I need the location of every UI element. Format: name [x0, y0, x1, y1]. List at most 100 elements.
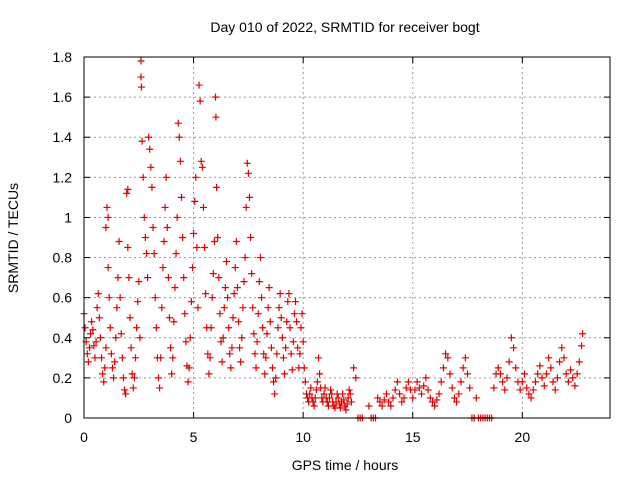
data-point	[236, 344, 244, 352]
data-point	[89, 326, 97, 334]
data-point	[212, 113, 220, 121]
data-point	[190, 229, 198, 237]
data-point	[374, 394, 382, 402]
data-point	[163, 223, 171, 231]
data-point	[567, 366, 575, 374]
data-point	[145, 133, 153, 141]
data-point	[88, 318, 96, 326]
data-point	[116, 294, 124, 302]
data-point	[448, 384, 456, 392]
y-tick-label: 0.8	[53, 250, 73, 266]
data-point	[123, 189, 131, 197]
data-point	[99, 370, 107, 378]
data-point	[255, 278, 263, 286]
data-point	[296, 350, 304, 358]
data-point	[496, 370, 504, 378]
data-point	[298, 310, 306, 318]
data-point	[437, 378, 445, 386]
data-point	[472, 394, 480, 402]
data-point	[240, 278, 248, 286]
data-point	[241, 254, 249, 262]
data-point	[198, 163, 206, 171]
data-point	[259, 324, 267, 332]
data-point	[282, 344, 290, 352]
data-point	[243, 159, 251, 167]
data-point	[378, 402, 386, 410]
data-point	[201, 244, 209, 252]
data-point	[376, 398, 384, 406]
data-point	[129, 384, 137, 392]
data-point	[184, 378, 192, 386]
data-point	[347, 398, 355, 406]
data-point	[542, 370, 550, 378]
data-point	[534, 370, 542, 378]
data-point	[151, 294, 159, 302]
data-point	[306, 390, 314, 398]
data-point	[312, 386, 320, 394]
data-point	[156, 384, 164, 392]
data-point	[334, 394, 342, 402]
data-point	[420, 382, 428, 390]
data-point	[251, 350, 259, 358]
data-point	[128, 370, 136, 378]
data-point	[264, 304, 272, 312]
data-point	[536, 362, 544, 370]
data-point	[549, 378, 557, 386]
data-point	[558, 344, 566, 352]
data-point	[247, 234, 255, 241]
data-point	[85, 344, 93, 352]
data-point	[113, 304, 121, 312]
data-point	[288, 366, 296, 374]
data-point	[222, 258, 230, 266]
data-point	[199, 203, 207, 211]
data-point	[104, 264, 112, 272]
data-point	[400, 394, 408, 402]
data-point	[148, 183, 156, 191]
data-point	[164, 274, 172, 282]
data-point	[119, 374, 127, 382]
data-point	[252, 364, 260, 372]
y-tick-label: 0.4	[53, 330, 73, 346]
data-point	[150, 250, 158, 258]
data-point	[227, 364, 235, 372]
data-point	[161, 203, 169, 211]
data-point	[350, 364, 358, 372]
data-point	[202, 290, 210, 298]
data-point	[573, 370, 581, 378]
data-point	[344, 394, 352, 402]
data-point	[545, 354, 553, 362]
data-point	[340, 396, 348, 404]
data-point	[424, 386, 432, 394]
data-point	[365, 402, 373, 410]
data-point	[413, 378, 421, 386]
data-point	[96, 334, 104, 342]
data-point	[418, 390, 426, 398]
y-tick-label: 0.6	[53, 290, 73, 306]
data-point	[242, 203, 250, 211]
data-point	[135, 278, 143, 286]
data-point	[464, 370, 472, 378]
data-point	[276, 290, 284, 298]
data-point	[455, 390, 463, 398]
data-point	[311, 394, 319, 402]
data-point	[523, 384, 531, 392]
data-point	[564, 378, 572, 386]
data-point	[265, 284, 273, 292]
data-point	[91, 354, 99, 362]
data-point	[501, 386, 509, 394]
data-point	[137, 57, 145, 65]
data-point	[137, 83, 145, 91]
data-point	[178, 193, 186, 201]
data-point	[422, 374, 430, 382]
data-point	[125, 274, 133, 282]
data-point	[396, 390, 404, 398]
data-point	[321, 384, 329, 392]
data-point	[404, 378, 412, 386]
data-point	[187, 298, 195, 306]
data-point	[431, 402, 439, 410]
data-point	[215, 274, 223, 282]
data-point	[193, 244, 201, 252]
plot-frame	[83, 56, 611, 419]
data-point	[521, 370, 529, 378]
